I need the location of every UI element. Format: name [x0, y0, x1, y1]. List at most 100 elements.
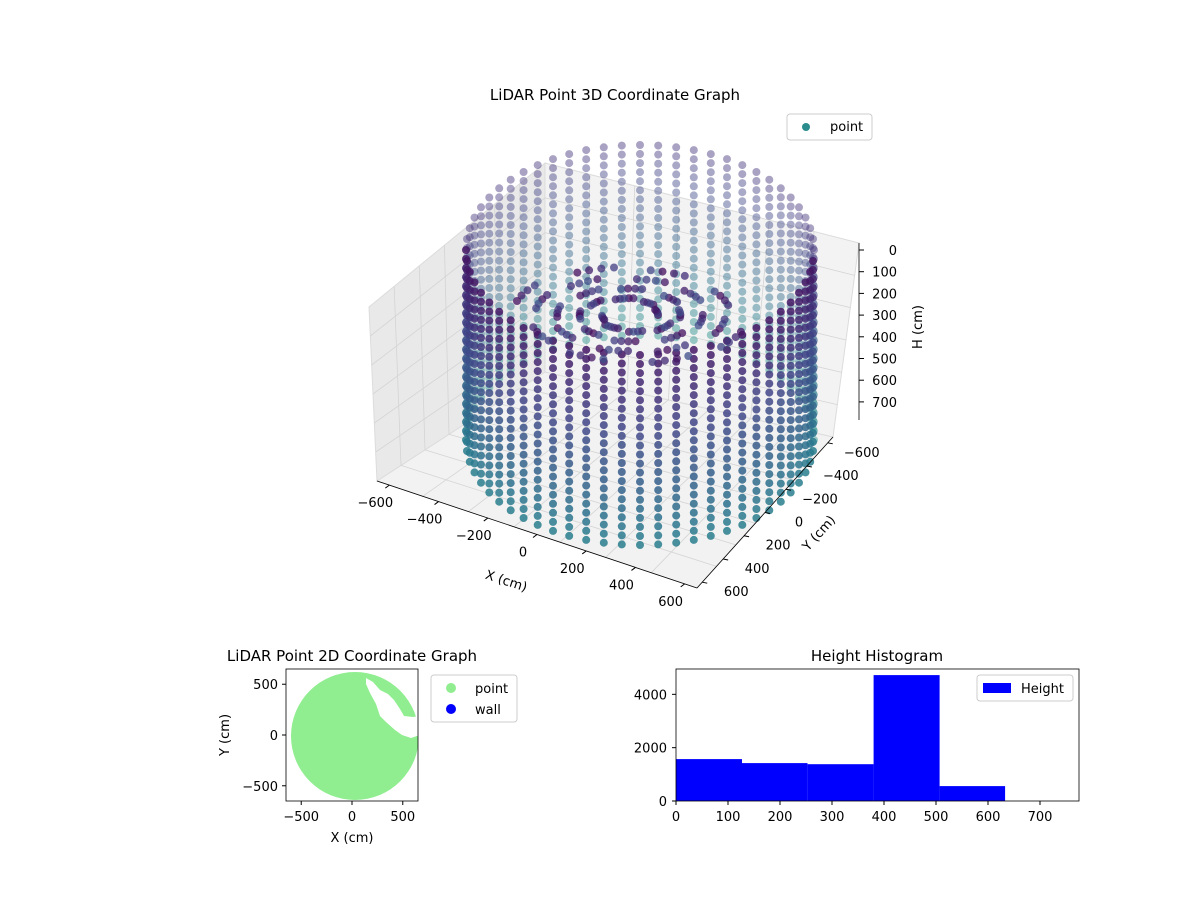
point-3d	[658, 267, 667, 276]
point-3d	[716, 291, 725, 300]
point-3d	[654, 295, 663, 304]
point-3d	[617, 504, 626, 513]
point-3d	[654, 286, 663, 295]
point-3d	[723, 427, 731, 436]
histogram-frame	[675, 668, 1080, 802]
point-3d	[689, 436, 698, 445]
point-3d	[485, 325, 494, 334]
point-3d	[519, 432, 528, 441]
histogram-x-tick-label: 200	[768, 810, 793, 825]
point-3d	[636, 532, 644, 540]
histogram-title: Height Histogram	[811, 647, 943, 665]
point-3d	[477, 361, 485, 370]
point-3d	[723, 481, 731, 490]
point-3d	[582, 445, 591, 454]
point-3d	[672, 251, 681, 260]
point-3d	[568, 333, 577, 342]
point-3d	[617, 477, 626, 486]
point-3d	[533, 385, 542, 394]
point-3d	[477, 406, 485, 415]
x-tick-3d-mark	[483, 517, 489, 522]
point-3d	[582, 345, 591, 354]
point-3d	[654, 168, 663, 177]
point-3d	[654, 495, 663, 504]
point-3d	[801, 378, 810, 386]
point-3d	[565, 222, 574, 231]
point-3d	[738, 448, 747, 457]
point-3d	[786, 265, 795, 274]
point-3d	[765, 361, 774, 370]
point-3d	[689, 427, 698, 436]
point-3d	[672, 384, 681, 393]
point-3d	[654, 422, 663, 431]
point-3d	[582, 254, 591, 263]
point-3d	[565, 432, 574, 441]
point-3d	[689, 227, 698, 236]
point-3d	[636, 441, 644, 450]
point-3d	[565, 150, 574, 159]
point-3d	[795, 433, 803, 442]
histogram-y-tick-label: 4000	[634, 688, 667, 703]
point-3d	[599, 538, 608, 547]
point-3d	[752, 240, 761, 249]
point-3d	[765, 388, 774, 397]
point-3d	[801, 468, 810, 477]
point-3d	[519, 378, 528, 387]
point-3d	[672, 152, 681, 161]
point-3d	[470, 359, 479, 368]
point-3d	[786, 425, 795, 434]
point-3d	[654, 395, 663, 404]
point-3d	[519, 441, 528, 450]
z-axis-3d-label: H (cm)	[911, 305, 926, 349]
point-3d	[599, 484, 608, 493]
point-3d	[795, 315, 803, 324]
histogram-bar	[742, 763, 808, 801]
point-3d	[672, 439, 681, 448]
point-3d	[801, 213, 810, 222]
point-3d	[723, 508, 731, 517]
z-tick-3d-label: 100	[872, 266, 897, 281]
point-3d	[617, 259, 626, 268]
point-3d	[795, 469, 803, 478]
point-3d	[654, 141, 663, 150]
point-3d	[765, 302, 774, 311]
point-3d	[654, 232, 663, 241]
point-3d	[575, 279, 584, 288]
legend-2d-point-label: point	[475, 682, 508, 697]
point-3d	[672, 224, 681, 233]
grid-line	[372, 267, 546, 395]
point-3d	[678, 329, 687, 338]
point-3d	[786, 370, 795, 379]
point-3d	[565, 405, 574, 414]
point-3d	[485, 443, 494, 452]
point-3d	[506, 230, 515, 238]
legend-3d-label: point	[830, 120, 863, 135]
point-3d	[565, 459, 574, 468]
point-3d	[549, 254, 557, 263]
point-3d	[506, 325, 515, 334]
point-3d	[599, 375, 608, 384]
point-3d	[654, 259, 663, 268]
point-3d	[752, 285, 761, 294]
point-3d	[588, 287, 596, 296]
x-tick-3d-mark	[385, 484, 390, 489]
point-3d	[636, 213, 644, 222]
point-3d	[565, 468, 574, 477]
point-3d	[765, 193, 774, 202]
point-3d	[519, 222, 528, 231]
point-3d	[582, 373, 591, 381]
point-3d	[736, 327, 745, 336]
point-3d	[549, 245, 557, 254]
point-3d	[795, 451, 803, 460]
point-3d	[706, 459, 715, 468]
point-3d	[549, 299, 557, 308]
point-3d	[765, 488, 774, 497]
point-3d	[723, 517, 731, 526]
point-3d	[533, 493, 542, 502]
point-3d	[689, 263, 698, 272]
point-3d	[582, 209, 591, 218]
point-3d	[485, 461, 494, 470]
point-3d	[470, 231, 479, 240]
point-3d	[795, 361, 803, 370]
point-3d	[765, 415, 774, 424]
